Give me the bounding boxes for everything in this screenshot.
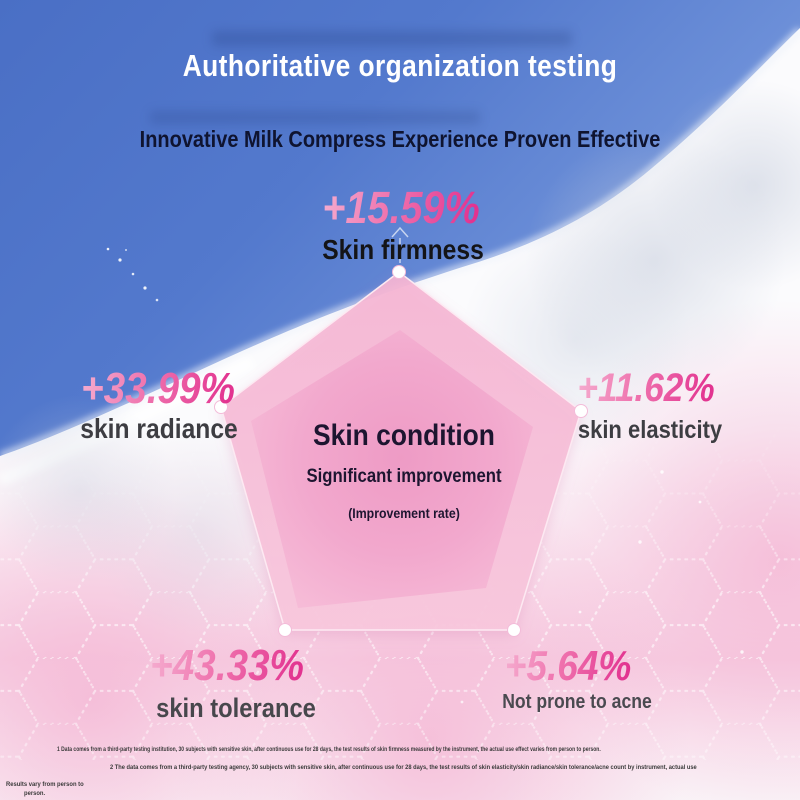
acne-label: Not prone to acne	[502, 691, 652, 713]
vertex-dot-firmness	[392, 265, 406, 279]
vertex-dot-elasticity	[574, 404, 588, 418]
ghost-text-smudge	[212, 31, 572, 46]
footnote-3: Results vary from person to	[6, 781, 84, 788]
tolerance-value: +43.33%	[150, 641, 304, 690]
page-title: Authoritative organization testing	[182, 48, 618, 83]
vertex-dots	[214, 265, 588, 637]
footnote-2: 2 The data comes from a third-party test…	[110, 764, 697, 771]
center-note: (Improvement rate)	[348, 505, 460, 521]
sparkle-dots	[106, 247, 744, 704]
center-subtitle: Significant improvement	[306, 466, 502, 487]
radiance-label: skin radiance	[80, 413, 238, 444]
radiance-value: +33.99%	[81, 364, 235, 413]
footnote-4: person.	[24, 790, 46, 797]
firmness-value: +15.59%	[322, 182, 480, 233]
acne-value: +5.64%	[504, 642, 632, 689]
ghost-text-smudge	[150, 111, 480, 124]
page-subtitle: Innovative Milk Compress Experience Prov…	[139, 126, 661, 152]
vertex-dot-acne	[507, 623, 521, 637]
firmness-label: Skin firmness	[322, 234, 484, 265]
footnote-1: 1 Data comes from a third-party testing …	[57, 746, 601, 753]
cloud-shadow	[650, 80, 800, 290]
top-connector-line	[391, 226, 409, 263]
vertex-dot-tolerance	[278, 623, 292, 637]
radar-inner-polygon	[251, 330, 533, 608]
tolerance-label: skin tolerance	[156, 693, 316, 723]
elasticity-label: skin elasticity	[577, 416, 723, 444]
elasticity-value: +11.62%	[577, 366, 715, 410]
vertex-dot-radiance	[214, 400, 228, 414]
center-title: Skin condition	[313, 419, 495, 452]
